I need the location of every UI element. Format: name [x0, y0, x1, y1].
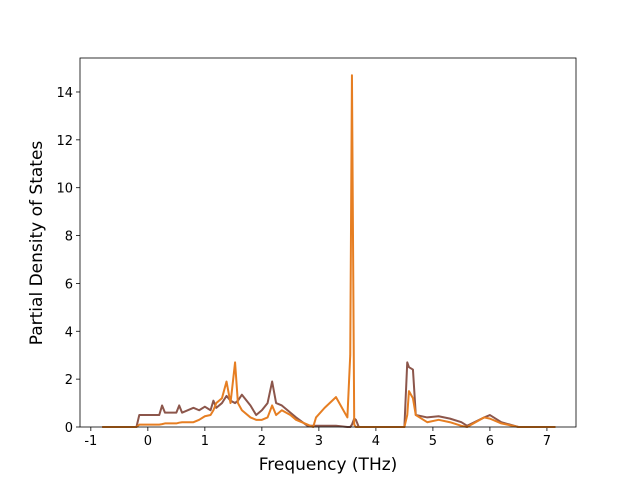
x-tick-label: 6: [486, 434, 494, 449]
y-tick-label: 10: [56, 182, 73, 197]
x-tick-label: 4: [372, 434, 380, 449]
y-tick-label: 6: [65, 277, 73, 292]
x-tick-label: 2: [258, 434, 266, 449]
series-line: [102, 361, 556, 428]
plot-frame: [79, 57, 577, 428]
x-tick-label: 7: [543, 434, 551, 449]
y-tick-label: 14: [56, 86, 73, 101]
y-tick-label: 4: [65, 325, 73, 340]
y-tick-label: 2: [65, 373, 73, 388]
y-tick-label: 0: [65, 421, 73, 436]
x-tick-label: 0: [144, 434, 152, 449]
x-tick-label: 5: [429, 434, 437, 449]
x-tick-label: -1: [84, 434, 97, 449]
y-axis-label: Partial Density of States: [27, 141, 47, 346]
x-tick-label: 3: [315, 434, 323, 449]
y-tick-label: 12: [56, 134, 73, 149]
series-line: [102, 74, 556, 428]
x-axis-label: Frequency (THz): [259, 455, 398, 475]
y-tick-label: 8: [65, 230, 73, 245]
x-tick-label: 1: [201, 434, 209, 449]
